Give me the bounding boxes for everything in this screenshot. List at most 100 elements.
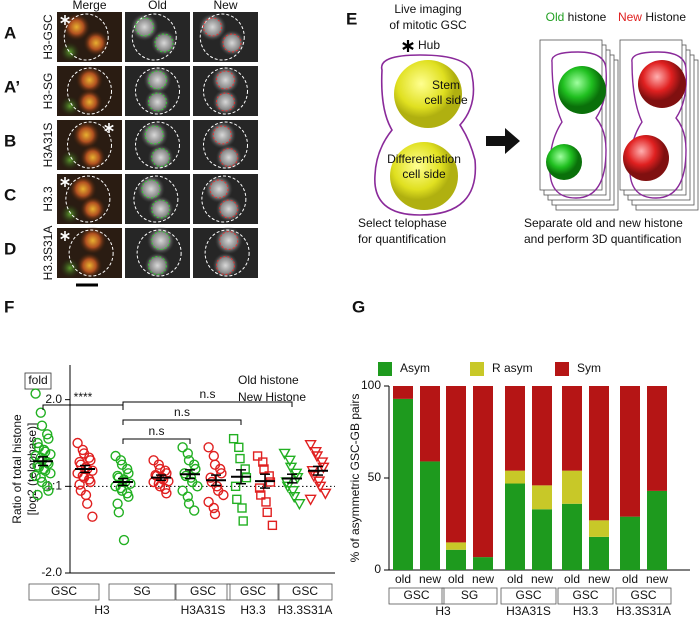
histone-label: Old histone xyxy=(546,10,607,24)
x-tick-label: old xyxy=(448,572,464,586)
schematic-title: Live imaging xyxy=(394,2,461,16)
group-label: H3.3 xyxy=(573,604,599,618)
subgroup-box xyxy=(500,587,557,605)
panel-letter: C xyxy=(4,185,16,204)
differentiation-nucleus xyxy=(390,142,458,210)
panel-letter: E xyxy=(346,9,357,28)
histone-sphere xyxy=(638,60,686,108)
schematic-title: of mitotic GSC xyxy=(389,18,467,32)
data-point xyxy=(283,455,296,467)
subgroup-box xyxy=(388,587,445,605)
nucleus-outline xyxy=(135,17,154,37)
bar-segment xyxy=(393,398,413,570)
arrow xyxy=(486,128,520,154)
asterisk-stroke xyxy=(104,124,114,132)
cell-outline xyxy=(135,121,180,169)
data-point xyxy=(87,465,98,476)
nucleus-outline xyxy=(141,179,161,199)
nucleus xyxy=(214,226,243,255)
data-point xyxy=(43,433,54,444)
data-point xyxy=(30,470,41,482)
bar-segment xyxy=(446,386,466,543)
data-point xyxy=(293,498,306,511)
cell-outline xyxy=(374,54,477,216)
subgroup-box xyxy=(557,587,614,605)
histone-label-colored: Old xyxy=(546,10,565,24)
legend-swatch xyxy=(378,362,392,376)
nucleus-outline xyxy=(151,199,171,219)
subgroup-box xyxy=(277,583,333,601)
data-point xyxy=(288,492,301,504)
y-tick-label: 50 xyxy=(368,470,382,484)
histone-label-colored: New xyxy=(618,10,642,24)
legend-label: Sym xyxy=(577,361,601,375)
nucleus-outline xyxy=(209,179,229,199)
nucleus xyxy=(78,226,107,255)
cell-outline xyxy=(549,51,607,199)
nucleus-outline xyxy=(203,17,222,37)
data-point xyxy=(205,472,216,483)
significance-label: n.s xyxy=(148,424,164,438)
cell-outline xyxy=(199,13,245,61)
y-tick-label: 2.0 xyxy=(45,392,62,406)
nucleus xyxy=(72,121,101,149)
data-point xyxy=(203,496,214,508)
histone-sphere xyxy=(623,135,669,181)
asterisk-stroke xyxy=(60,232,70,240)
panel-letter: A xyxy=(4,23,16,42)
data-point xyxy=(161,488,172,499)
data-point xyxy=(258,457,268,467)
subgroup-box xyxy=(108,583,176,601)
data-point xyxy=(118,534,130,546)
cell-outline xyxy=(136,229,182,277)
nucleus-outline xyxy=(212,125,232,145)
data-point xyxy=(261,497,271,507)
bar-segment xyxy=(446,542,466,550)
group-label: H3.3S31A xyxy=(616,604,671,618)
bar-segment xyxy=(393,386,413,399)
caption: Separate old and new histone xyxy=(524,216,683,230)
panel-letter: G xyxy=(352,297,365,316)
column-header: New xyxy=(213,0,237,12)
x-tick-label: new xyxy=(531,572,553,586)
row-label: H3A31S xyxy=(41,123,55,168)
data-point xyxy=(87,511,98,522)
data-point xyxy=(36,420,48,431)
data-point xyxy=(234,442,244,453)
nucleus-outline xyxy=(219,231,239,250)
nucleus-outline xyxy=(151,231,171,250)
group-label: H3 xyxy=(94,603,110,617)
data-point xyxy=(259,464,269,474)
y-tick-label: 0 xyxy=(374,562,381,576)
data-point xyxy=(286,485,300,498)
legend-label: Asym xyxy=(400,361,430,375)
subgroup-box xyxy=(226,583,280,601)
caption: for quantification xyxy=(358,232,446,246)
subgroup-label: GSC xyxy=(190,584,216,598)
nucleus xyxy=(198,13,227,41)
panel-letter: B xyxy=(4,131,16,150)
data-point xyxy=(209,508,221,520)
column-header: Merge xyxy=(72,0,106,12)
data-point xyxy=(42,429,53,440)
data-point xyxy=(113,507,125,518)
subgroup-box xyxy=(441,587,498,605)
nucleus-glow xyxy=(60,258,80,278)
data-point xyxy=(228,433,239,444)
panel-letter: A’ xyxy=(4,77,20,96)
legend-swatch xyxy=(470,362,484,376)
data-point xyxy=(81,498,93,509)
group-label: H3A31S xyxy=(506,604,551,618)
stem-nucleus xyxy=(394,60,462,128)
data-point xyxy=(284,462,298,474)
data-point xyxy=(262,507,272,518)
hub-label: Hub xyxy=(418,38,440,52)
row-label: H3-GSC xyxy=(41,14,55,60)
y-axis-label: Ratio of total histone xyxy=(10,414,24,524)
subgroup-label: GSC xyxy=(403,588,429,602)
data-point xyxy=(317,462,330,474)
nucleus xyxy=(130,13,159,41)
data-point xyxy=(74,479,85,490)
bar-segment xyxy=(562,470,582,504)
data-point xyxy=(203,442,214,453)
